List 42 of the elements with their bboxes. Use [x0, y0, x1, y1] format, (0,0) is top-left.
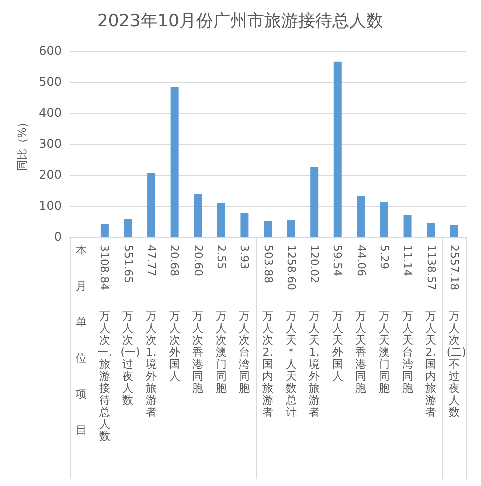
bar	[100, 224, 109, 237]
category-label: 59.54 万人天外国人	[331, 245, 344, 383]
bar	[427, 223, 436, 237]
bar	[194, 194, 202, 237]
bar	[334, 62, 342, 237]
bar	[287, 220, 296, 237]
category-label: 3.93 万人次台湾同胞	[238, 245, 252, 395]
category-label: 20.68 万人次外国人	[168, 245, 182, 383]
bar	[148, 173, 156, 237]
bar	[357, 196, 366, 237]
y-tick-label: 600	[39, 44, 62, 58]
y-axis-title: 同比（%）	[16, 116, 30, 172]
bar	[240, 213, 249, 237]
category-label: 44.06 万人天香港同胞	[354, 245, 368, 395]
category-label: 2557.18 万人次(二)不过夜人数	[446, 245, 466, 419]
category-label: 3108.84 万人次一.旅游接待总人数	[98, 245, 112, 443]
bar	[264, 221, 272, 237]
category-label: 503.88 万人次2.国内旅游者	[262, 245, 274, 419]
bar	[170, 86, 179, 237]
category-label: 1258.60 万人天*人天数总计	[284, 245, 298, 419]
y-tick-label: 500	[39, 75, 62, 89]
category-label: 本月单位项目	[76, 244, 88, 437]
y-tick-label: 0	[54, 230, 62, 244]
y-tick-label: 400	[39, 106, 62, 120]
y-tick-label: 100	[39, 199, 62, 213]
category-label: 11.14 万人天台湾同胞	[401, 245, 414, 395]
y-tick-label: 300	[39, 137, 62, 151]
bar	[124, 219, 132, 237]
bar	[310, 167, 319, 237]
bar	[450, 225, 458, 237]
bar	[380, 202, 388, 237]
category-label: 2.55 万人次澳门同胞	[214, 245, 228, 395]
chart-title: 2023年10月份广州市旅游接待总人数	[98, 12, 384, 32]
category-label: 1138.57 万人天2.国内旅游者	[424, 245, 438, 419]
bar	[404, 215, 412, 237]
category-label: 551.65 万人次(一)过夜人数	[120, 245, 140, 407]
category-label: 120.02 万人天1.境外旅游者	[308, 245, 322, 419]
category-label: 20.60 万人次香港同胞	[192, 245, 205, 395]
bar	[217, 203, 226, 237]
y-tick-label: 200	[39, 168, 62, 182]
category-label: 5.29 万人天澳门同胞	[378, 245, 391, 395]
category-label: 47.77 万人次1.境外旅游者	[145, 245, 158, 419]
